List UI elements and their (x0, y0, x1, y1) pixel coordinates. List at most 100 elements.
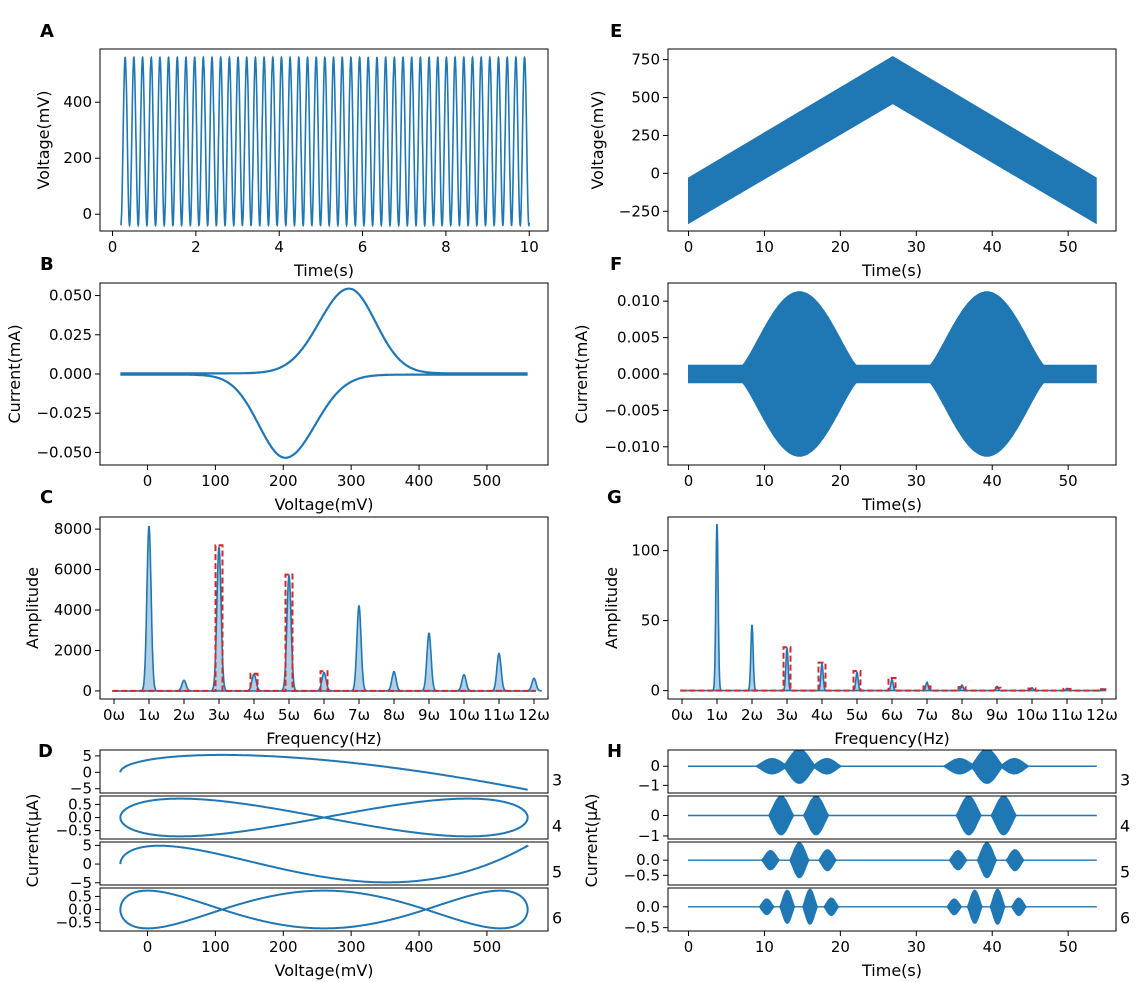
x-tick-label: 30 (907, 472, 926, 490)
y-tick-label: −0.005 (604, 401, 660, 419)
x-tick-label: 30 (907, 938, 926, 956)
y-axis-label: Current(mA) (5, 324, 24, 423)
y-tick-label: 0 (650, 757, 660, 775)
x-tick-label: 3ω (776, 706, 798, 724)
x-tick-label: 50 (1059, 238, 1078, 256)
x-axis-label: Time(s) (293, 261, 354, 280)
spectrum-peak (456, 673, 472, 692)
spectrum-peak (491, 652, 507, 692)
x-tick-label: 40 (983, 472, 1002, 490)
harmonic-envelope-4 (688, 796, 1097, 836)
panel-label-d: D (38, 741, 53, 762)
spectrum-peak (281, 573, 297, 692)
harmonic-label: 3 (1120, 771, 1130, 790)
x-tick-label: 300 (337, 938, 366, 956)
y-axis-label: Current(μA) (582, 794, 601, 888)
x-tick-label: 0 (143, 938, 153, 956)
x-tick-label: 20 (831, 472, 850, 490)
x-tick-label: 0 (684, 238, 694, 256)
x-axis-label: Voltage(mV) (274, 495, 373, 514)
spectrum-peak (211, 544, 227, 692)
y-tick-label: 0.025 (49, 326, 92, 344)
y-axis-label: Voltage(mV) (588, 90, 607, 189)
y-tick-label: −0.5 (56, 822, 92, 840)
spectrum-peak (712, 523, 722, 691)
plot-frame-c (99, 516, 549, 700)
y-tick-label: 0.0 (636, 851, 660, 869)
panel-label-e: E (610, 21, 622, 42)
y-tick-label: 0 (82, 205, 92, 223)
filter-window (680, 646, 1107, 692)
x-tick-label: 0ω (671, 706, 693, 724)
x-tick-label: 2 (191, 238, 201, 256)
x-tick-label: 4ω (811, 706, 833, 724)
series-envelope (688, 291, 1097, 457)
y-tick-label: 8000 (54, 520, 92, 538)
x-tick-label: 8ω (951, 706, 973, 724)
y-axis-label: Current(mA) (572, 324, 591, 423)
plot-frame-h-4 (667, 795, 1117, 840)
y-tick-label: 500 (631, 89, 660, 107)
y-tick-label: −0.5 (624, 919, 660, 937)
x-tick-label: 50 (1059, 472, 1078, 490)
panel-label-c: C (40, 487, 53, 508)
series-line-forward (120, 287, 528, 375)
harmonic-label: 4 (552, 817, 562, 836)
x-tick-label: 200 (269, 938, 298, 956)
x-axis-label: Voltage(mV) (274, 961, 373, 980)
x-tick-label: 10 (755, 938, 774, 956)
y-tick-label: 0.005 (617, 329, 660, 347)
y-tick-label: 400 (63, 93, 92, 111)
harmonic-label: 4 (1120, 817, 1130, 836)
y-tick-label: 0.010 (617, 292, 660, 310)
y-axis-label: Amplitude (23, 567, 42, 649)
y-tick-label: 0 (82, 855, 92, 873)
plot-frame-d-6 (99, 887, 549, 932)
harmonic-label: 6 (552, 909, 562, 928)
x-tick-label: 0 (143, 472, 153, 490)
x-tick-label: 200 (269, 472, 298, 490)
plot-frame-d-5 (99, 841, 549, 886)
harmonic-envelope-5 (688, 842, 1097, 879)
x-tick-label: 20 (831, 938, 850, 956)
y-tick-label: 50 (641, 612, 660, 630)
y-tick-label: −5 (70, 874, 92, 892)
x-axis-label: Time(s) (861, 961, 922, 980)
y-tick-label: −5 (70, 780, 92, 798)
spectrum-peak (316, 671, 332, 692)
y-tick-label: 0 (82, 682, 92, 700)
x-tick-label: 12ω (1086, 706, 1118, 724)
spectrum-peak (141, 525, 157, 692)
x-tick-label: 10 (520, 238, 539, 256)
x-tick-label: 50 (1059, 938, 1078, 956)
x-tick-label: 30 (907, 238, 926, 256)
spectrum-peak (176, 679, 192, 692)
spectrum-peak (246, 673, 262, 692)
harmonic-envelope-6 (688, 888, 1097, 925)
y-tick-label: 0.0 (636, 898, 660, 916)
x-tick-label: 0ω (103, 706, 125, 724)
y-tick-label: 0.5 (68, 887, 92, 905)
harmonic-loop-5 (119, 844, 529, 884)
y-tick-label: 750 (631, 51, 660, 69)
x-axis-label: Frequency(Hz) (834, 729, 950, 748)
y-tick-label: 4000 (54, 601, 92, 619)
series-band (688, 56, 1097, 225)
y-tick-label: −250 (619, 202, 660, 220)
x-tick-label: 1ω (706, 706, 728, 724)
x-tick-label: 4 (274, 238, 284, 256)
y-tick-label: 0.050 (49, 287, 92, 305)
x-tick-label: 500 (473, 938, 502, 956)
y-tick-label: 0 (650, 682, 660, 700)
plot-frame-a (99, 48, 549, 232)
x-tick-label: 20 (831, 238, 850, 256)
spectrum-peak (351, 604, 367, 692)
filter-window (112, 544, 536, 692)
x-tick-label: 100 (201, 938, 230, 956)
x-tick-label: 9ω (418, 706, 440, 724)
x-tick-label: 2ω (173, 706, 195, 724)
y-tick-label: 0 (82, 763, 92, 781)
y-tick-label: 2000 (54, 641, 92, 659)
y-tick-label: 6000 (54, 561, 92, 579)
